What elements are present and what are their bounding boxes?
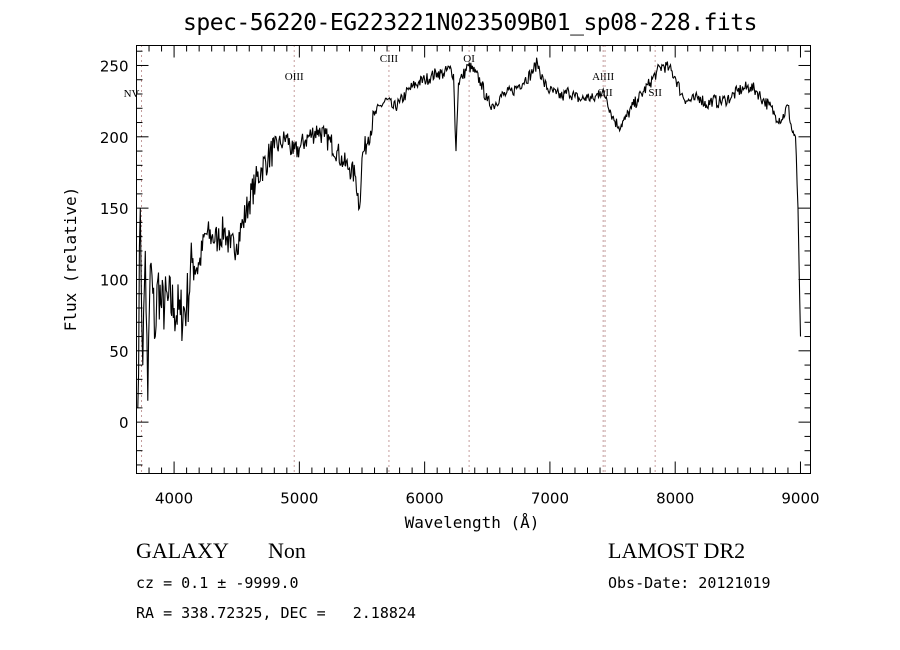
marker-label-ciii: CIII: [380, 53, 399, 65]
object-subclass: Non: [268, 538, 306, 563]
x-axis-label: Wavelength (Å): [405, 513, 540, 532]
marker-label-sii: SII: [648, 87, 662, 99]
object-class: GALAXY: [136, 538, 229, 563]
plot-frame: [136, 45, 811, 474]
x-tick-label: 6000: [406, 490, 444, 508]
y-tick-label: 0: [119, 414, 129, 432]
survey-name: LAMOST DR2: [608, 538, 746, 563]
x-tick-label: 7000: [531, 490, 569, 508]
y-tick-label: 200: [100, 129, 129, 147]
x-tick-label: 5000: [280, 490, 318, 508]
y-tick-label: 50: [109, 343, 128, 361]
obs-date: Obs-Date: 20121019: [608, 574, 771, 592]
x-tick-label: 4000: [155, 490, 193, 508]
marker-label-oi: OI: [463, 53, 475, 65]
marker-label-aliii: AlIII: [592, 71, 614, 83]
coordinates-text: RA = 338.72325, DEC = 2.18824: [136, 604, 416, 622]
y-tick-label: 250: [100, 57, 129, 75]
x-tick-label: 8000: [656, 490, 694, 508]
chart-title: spec-56220-EG223221N023509B01_sp08-228.f…: [183, 10, 757, 36]
y-tick-label: 100: [100, 271, 129, 289]
marker-label-oiii: OIII: [285, 71, 304, 83]
axis-ticks: 4000 5000 6000 7000 8000 9000 0 50 100 150 200 250: [100, 45, 820, 508]
redshift-text: cz = 0.1 ± -9999.0: [136, 574, 299, 592]
spectrum-line: [137, 57, 802, 408]
y-axis-label: Flux (relative): [61, 187, 80, 332]
x-tick-label: 9000: [781, 490, 819, 508]
marker-label-nv: NV: [124, 88, 140, 100]
y-tick-label: 150: [100, 200, 129, 218]
